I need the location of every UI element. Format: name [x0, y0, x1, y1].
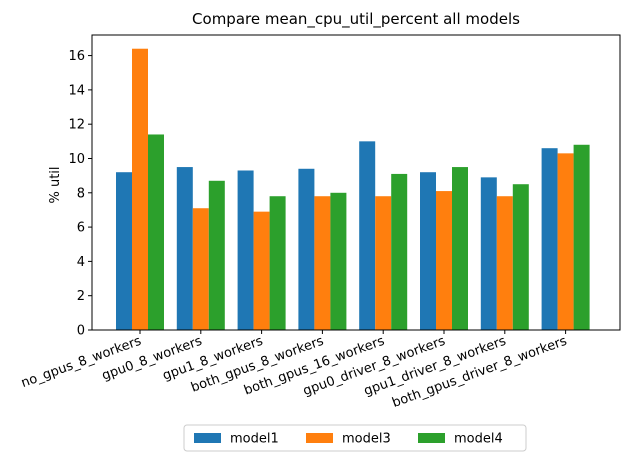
bar-model3-1	[192, 208, 209, 330]
bar-model3-6	[496, 196, 513, 330]
bar-model1-1	[176, 167, 193, 330]
bar-model1-4	[359, 141, 376, 330]
y-tick-label-8: 16	[68, 49, 85, 64]
bar-model4-5	[452, 167, 468, 330]
bar-model1-3	[298, 168, 315, 330]
bars-layer	[116, 48, 590, 330]
bar-model4-7	[573, 144, 590, 330]
bar-model3-7	[557, 153, 574, 330]
y-axis-label: % util	[48, 166, 63, 203]
y-axis: 0 2 4 6 8 10 12 14 16	[68, 49, 92, 339]
y-tick-label-3: 6	[77, 221, 85, 236]
y-tick-label-2: 4	[77, 255, 85, 270]
legend-swatch-model4	[418, 433, 445, 443]
bar-model4-0	[148, 134, 164, 330]
legend: model1 model3 model4	[183, 424, 527, 452]
x-axis: no_gpus_8_workersgpu0_8_workersgpu1_8_wo…	[19, 330, 569, 411]
bar-model1-2	[237, 170, 254, 330]
y-tick-label-1: 2	[77, 289, 85, 304]
y-tick-label-7: 14	[68, 83, 85, 98]
chart-title: Compare mean_cpu_util_percent all models	[192, 10, 520, 29]
y-tick-label-5: 10	[68, 152, 85, 167]
y-tick-label-4: 8	[77, 186, 85, 201]
bar-model3-3	[314, 196, 331, 330]
legend-swatch-model1	[194, 433, 221, 443]
bar-model4-3	[330, 192, 347, 330]
legend-label-model3: model3	[342, 432, 391, 447]
bar-model1-5	[420, 172, 436, 330]
bar-model3-0	[132, 48, 148, 330]
y-tick-label-6: 12	[68, 118, 85, 133]
bar-model1-6	[480, 177, 497, 330]
bar-model1-7	[541, 148, 558, 330]
bar-model3-5	[436, 191, 452, 330]
bar-model3-4	[375, 196, 392, 330]
bar-model4-6	[512, 184, 529, 330]
plot-frame	[91, 34, 621, 331]
bar-model4-1	[208, 180, 225, 330]
legend-swatch-model3	[306, 433, 333, 443]
bar-model1-0	[116, 172, 132, 330]
y-tick-label-0: 0	[77, 324, 85, 339]
bar-model4-2	[269, 196, 286, 330]
legend-label-model4: model4	[454, 432, 503, 447]
bar-model3-2	[253, 211, 270, 330]
legend-label-model1: model1	[230, 432, 279, 447]
legend-box	[183, 424, 527, 452]
bar-model4-4	[391, 173, 408, 330]
